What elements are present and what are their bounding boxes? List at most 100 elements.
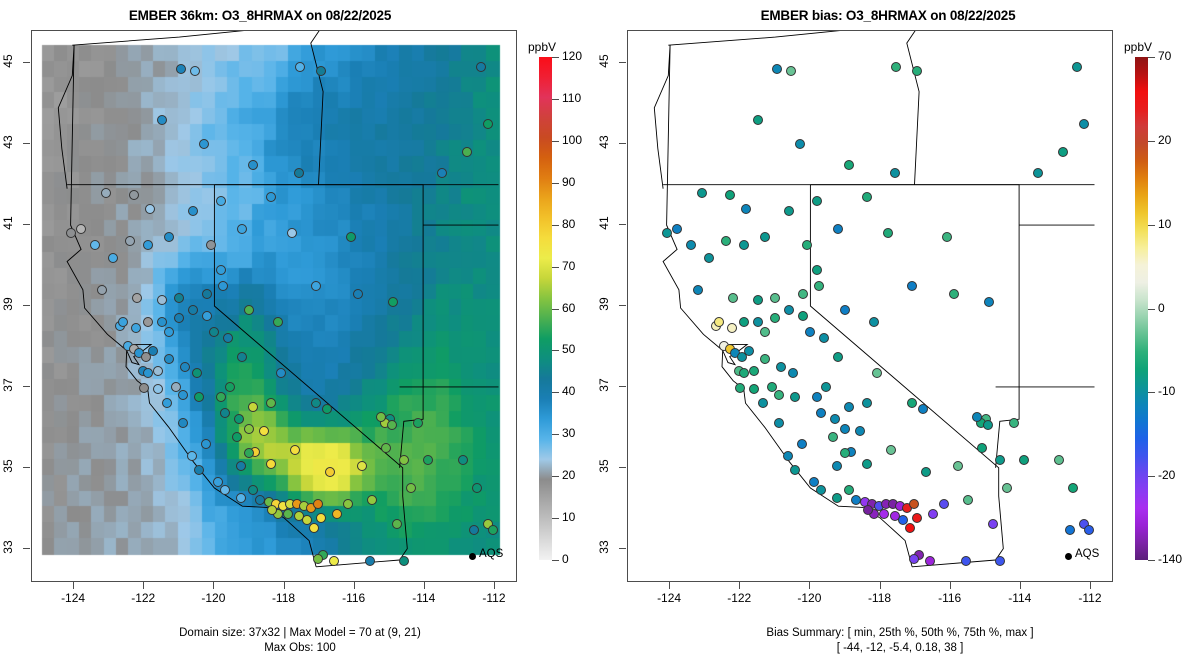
aqs-station-marker[interactable] bbox=[737, 351, 747, 362]
aqs-station-marker[interactable] bbox=[961, 555, 972, 566]
aqs-station-marker[interactable] bbox=[423, 454, 434, 465]
aqs-station-marker[interactable] bbox=[225, 381, 236, 392]
aqs-station-marker[interactable] bbox=[994, 555, 1005, 566]
aqs-station-marker[interactable] bbox=[468, 525, 479, 536]
aqs-station-marker[interactable] bbox=[886, 444, 896, 455]
plot-area-model[interactable]: AQS bbox=[31, 30, 517, 582]
aqs-station-marker[interactable] bbox=[938, 499, 949, 510]
aqs-station-marker[interactable] bbox=[276, 367, 286, 378]
aqs-station-marker[interactable] bbox=[812, 392, 823, 402]
aqs-station-marker[interactable] bbox=[672, 224, 683, 235]
aqs-station-marker[interactable] bbox=[907, 398, 918, 409]
aqs-station-marker[interactable] bbox=[721, 236, 732, 247]
aqs-station-marker[interactable] bbox=[752, 317, 763, 328]
aqs-station-marker[interactable] bbox=[839, 447, 850, 458]
aqs-station-marker[interactable] bbox=[833, 351, 844, 362]
aqs-station-marker[interactable] bbox=[984, 297, 995, 307]
aqs-station-marker[interactable] bbox=[772, 64, 783, 75]
aqs-station-marker[interactable] bbox=[744, 345, 754, 356]
aqs-station-marker[interactable] bbox=[97, 284, 108, 295]
aqs-station-marker[interactable] bbox=[724, 189, 735, 200]
aqs-station-marker[interactable] bbox=[258, 426, 269, 437]
aqs-station-marker[interactable] bbox=[1078, 519, 1089, 530]
aqs-station-marker[interactable] bbox=[200, 438, 211, 449]
aqs-station-marker[interactable] bbox=[174, 313, 185, 324]
aqs-station-marker[interactable] bbox=[218, 280, 229, 291]
aqs-station-marker[interactable] bbox=[76, 224, 87, 235]
aqs-station-marker[interactable] bbox=[770, 292, 781, 303]
aqs-station-marker[interactable] bbox=[202, 288, 213, 299]
aqs-station-marker[interactable] bbox=[177, 390, 188, 400]
aqs-station-marker[interactable] bbox=[759, 327, 770, 338]
aqs-station-marker[interactable] bbox=[812, 264, 823, 275]
aqs-station-marker[interactable] bbox=[293, 167, 304, 178]
aqs-station-marker[interactable] bbox=[458, 454, 469, 465]
aqs-station-marker[interactable] bbox=[290, 444, 300, 455]
aqs-station-marker[interactable] bbox=[376, 412, 386, 423]
aqs-station-marker[interactable] bbox=[321, 404, 332, 415]
aqs-station-marker[interactable] bbox=[784, 305, 795, 315]
aqs-station-marker[interactable] bbox=[237, 351, 248, 362]
aqs-station-marker[interactable] bbox=[917, 404, 928, 415]
aqs-station-marker[interactable] bbox=[90, 240, 101, 251]
aqs-station-marker[interactable] bbox=[223, 333, 234, 344]
aqs-station-marker[interactable] bbox=[316, 65, 327, 76]
aqs-station-marker[interactable] bbox=[949, 288, 960, 299]
aqs-station-marker[interactable] bbox=[963, 495, 974, 506]
aqs-station-marker[interactable] bbox=[844, 402, 854, 413]
aqs-station-marker[interactable] bbox=[912, 513, 923, 524]
aqs-station-marker[interactable] bbox=[752, 294, 763, 305]
aqs-station-marker[interactable] bbox=[782, 450, 793, 461]
aqs-station-marker[interactable] bbox=[749, 383, 760, 394]
aqs-station-marker[interactable] bbox=[1054, 454, 1065, 465]
aqs-station-marker[interactable] bbox=[139, 383, 150, 394]
aqs-station-marker[interactable] bbox=[205, 240, 216, 251]
aqs-station-marker[interactable] bbox=[828, 432, 839, 443]
aqs-station-marker[interactable] bbox=[302, 515, 313, 526]
aqs-station-marker[interactable] bbox=[156, 317, 167, 328]
aqs-station-marker[interactable] bbox=[388, 297, 399, 307]
aqs-station-marker[interactable] bbox=[216, 392, 227, 402]
aqs-station-marker[interactable] bbox=[244, 424, 255, 435]
aqs-station-marker[interactable] bbox=[703, 252, 714, 263]
aqs-station-marker[interactable] bbox=[775, 361, 786, 372]
aqs-station-marker[interactable] bbox=[863, 505, 874, 516]
aqs-station-marker[interactable] bbox=[1008, 418, 1019, 429]
aqs-station-marker[interactable] bbox=[153, 365, 164, 376]
aqs-station-marker[interactable] bbox=[928, 509, 939, 520]
aqs-station-marker[interactable] bbox=[794, 139, 805, 150]
aqs-station-marker[interactable] bbox=[912, 65, 923, 76]
aqs-station-marker[interactable] bbox=[759, 232, 770, 243]
aqs-station-marker[interactable] bbox=[787, 367, 798, 378]
aqs-station-marker[interactable] bbox=[952, 460, 963, 471]
aqs-station-marker[interactable] bbox=[891, 62, 902, 73]
plot-area-bias[interactable]: AQS bbox=[627, 30, 1113, 582]
aqs-station-marker[interactable] bbox=[482, 519, 493, 530]
aqs-station-marker[interactable] bbox=[107, 252, 118, 263]
aqs-station-marker[interactable] bbox=[819, 333, 830, 344]
aqs-station-marker[interactable] bbox=[186, 450, 197, 461]
aqs-station-marker[interactable] bbox=[921, 466, 932, 477]
aqs-station-marker[interactable] bbox=[219, 485, 230, 495]
aqs-station-marker[interactable] bbox=[770, 313, 781, 324]
aqs-station-marker[interactable] bbox=[786, 66, 797, 77]
aqs-station-marker[interactable] bbox=[1057, 147, 1068, 158]
aqs-station-marker[interactable] bbox=[176, 64, 187, 75]
aqs-station-marker[interactable] bbox=[346, 232, 357, 243]
aqs-station-marker[interactable] bbox=[726, 323, 737, 334]
aqs-station-marker[interactable] bbox=[752, 115, 763, 125]
aqs-station-marker[interactable] bbox=[272, 317, 283, 328]
aqs-station-marker[interactable] bbox=[163, 232, 174, 243]
aqs-station-marker[interactable] bbox=[907, 280, 918, 291]
aqs-station-marker[interactable] bbox=[130, 323, 141, 334]
aqs-station-marker[interactable] bbox=[283, 509, 293, 520]
aqs-station-marker[interactable] bbox=[868, 317, 879, 328]
aqs-station-marker[interactable] bbox=[65, 228, 76, 239]
aqs-station-marker[interactable] bbox=[286, 228, 297, 239]
aqs-station-marker[interactable] bbox=[332, 509, 343, 520]
aqs-station-marker[interactable] bbox=[156, 294, 167, 305]
aqs-station-marker[interactable] bbox=[812, 195, 823, 206]
aqs-station-marker[interactable] bbox=[391, 519, 402, 530]
aqs-station-marker[interactable] bbox=[148, 345, 158, 356]
aqs-station-marker[interactable] bbox=[879, 509, 889, 520]
